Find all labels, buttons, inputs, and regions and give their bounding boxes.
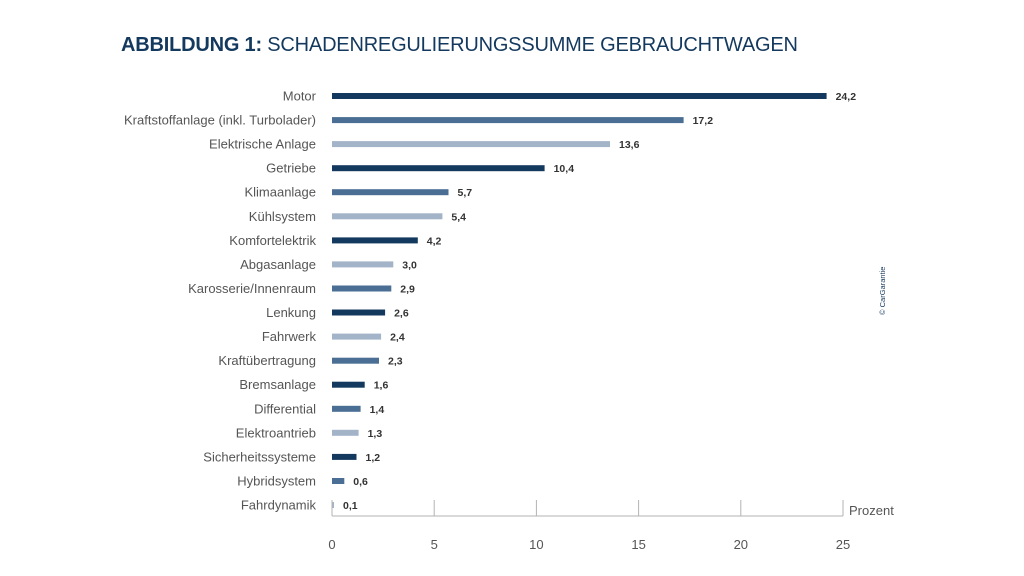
x-tick-label: 5 [431,537,438,552]
bar-11 [332,333,382,340]
value-label: 2,3 [388,356,403,368]
bar-9 [332,285,392,292]
x-tick-label: 20 [734,537,748,552]
chart-title-text: SCHADENREGULIERUNGSSUMME GEBRAUCHTWAGEN [267,34,798,56]
category-label: Sicherheitssysteme [203,449,316,464]
value-label: 5,7 [458,187,473,199]
category-label: Lenkung [266,305,316,320]
value-label: 4,2 [427,235,442,247]
category-label: Motor [283,89,317,104]
category-label: Getriebe [266,161,316,176]
value-label: 24,2 [836,91,857,103]
x-tick-label: 0 [328,537,335,552]
value-label: 10,4 [554,163,575,175]
category-label: Fahrdynamik [241,498,317,513]
value-label: 0,6 [353,476,368,488]
category-label: Komfortelektrik [229,233,316,248]
category-label: Kraftstoffanlage (inkl. Turbolader) [124,113,316,128]
value-label: 2,6 [394,308,409,320]
bar-6 [332,213,443,220]
category-label: Fahrwerk [262,329,317,344]
bars [332,93,827,508]
category-label: Bremsanlage [239,377,316,392]
value-label: 2,9 [400,284,415,296]
bar-17 [332,478,345,484]
bar-4 [332,165,545,172]
category-label: Elektrische Anlage [209,137,316,152]
x-axis: 0 5 10 15 20 25 Prozent [328,500,894,552]
bar-7 [332,237,418,244]
value-label: 17,2 [693,115,714,127]
bar-18 [332,502,334,508]
bar-3 [332,141,610,148]
value-label: 1,6 [374,380,389,392]
value-label: 3,0 [402,259,417,271]
category-label: Kühlsystem [249,209,316,224]
category-label: Karosserie/Innenraum [188,281,316,296]
bar-13 [332,381,365,388]
x-tick-label: 25 [836,537,850,552]
value-label: 5,4 [451,211,466,223]
value-label: 1,4 [370,404,385,416]
value-label: 2,4 [390,332,405,344]
bar-15 [332,429,359,436]
category-label: Kraftübertragung [218,353,316,368]
value-labels: 24,2 17,2 13,6 10,4 5,7 5,4 4,2 3,0 2,9 2,6 2,4 2,3… [343,91,856,512]
bar-2 [332,117,684,124]
value-label: 1,2 [366,452,381,464]
bar-14 [332,405,361,412]
chart-title: ABBILDUNG 1: SCHADENREGULIERUNGSSUMME GE… [121,34,798,57]
x-axis-unit-label: Prozent [849,503,894,518]
copyright-note: © CarGarantie [878,267,887,315]
x-tick-label: 15 [631,537,645,552]
category-label: Hybridsystem [237,474,316,489]
chart-title-prefix: ABBILDUNG 1: [121,34,262,56]
bar-5 [332,189,449,196]
value-label: 0,1 [343,500,358,512]
bar-8 [332,261,394,268]
category-label: Abgasanlage [240,257,316,272]
bar-12 [332,357,379,364]
category-label: Differential [254,401,316,416]
value-label: 13,6 [619,139,640,151]
bar-1 [332,93,827,99]
category-label: Klimaanlage [244,185,316,200]
bar-10 [332,309,386,316]
bar-16 [332,453,357,460]
x-tick-label: 10 [529,537,543,552]
category-labels: Motor Kraftstoffanlage (inkl. Turbolader)… [124,89,317,513]
category-label: Elektroantrieb [236,425,316,440]
value-label: 1,3 [368,428,383,440]
